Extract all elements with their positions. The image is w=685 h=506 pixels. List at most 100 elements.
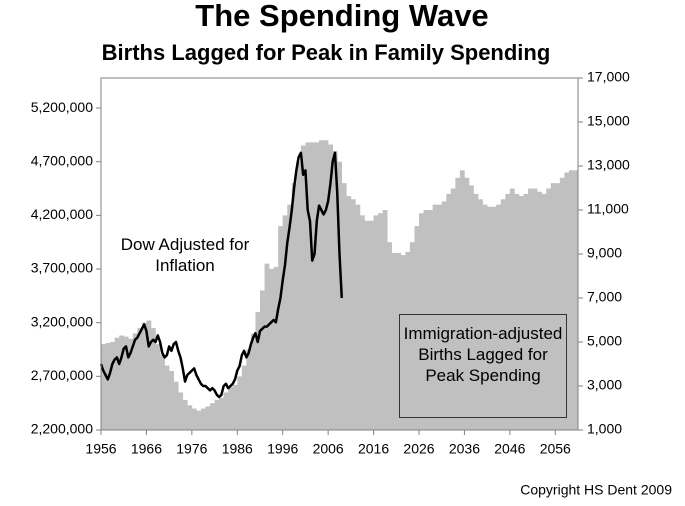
bar — [441, 201, 447, 430]
bar — [178, 392, 184, 430]
bar — [110, 342, 115, 430]
bar — [446, 193, 452, 430]
bar — [555, 183, 561, 430]
bar — [164, 365, 170, 430]
bar — [328, 144, 333, 430]
x-tick-label: 1976 — [176, 441, 207, 457]
bar — [114, 337, 120, 430]
bar — [205, 406, 211, 430]
x-tick-label: 1956 — [85, 441, 116, 457]
bar — [309, 142, 315, 430]
bar — [350, 199, 356, 430]
bar — [300, 145, 306, 431]
bar — [523, 193, 529, 430]
y2-tick-label: 9,000 — [587, 245, 622, 261]
bar — [246, 349, 252, 430]
bar — [546, 188, 552, 430]
x-tick-label: 2046 — [494, 441, 525, 457]
bar — [305, 142, 311, 430]
dow-line — [99, 151, 344, 399]
bar — [541, 193, 547, 430]
bar — [160, 354, 165, 430]
y-tick-label: 5,200,000 — [31, 99, 93, 115]
bar — [182, 399, 188, 430]
annotation: Dow Adjusted for Inflation — [120, 235, 250, 275]
x-tick-label: 2006 — [313, 441, 344, 457]
bar — [128, 338, 134, 430]
bar — [291, 183, 297, 430]
x-tick-label: 1986 — [222, 441, 253, 457]
bar — [341, 183, 347, 430]
bar — [464, 177, 470, 430]
bar — [528, 188, 533, 430]
bar — [459, 170, 465, 431]
bar — [255, 311, 261, 430]
bar — [228, 387, 234, 430]
bar — [155, 344, 161, 430]
bar — [537, 191, 542, 430]
bar — [532, 188, 538, 430]
y-tick-label: 2,200,000 — [31, 421, 93, 437]
bar — [250, 333, 256, 430]
bar — [559, 177, 565, 430]
x-tick-label: 2016 — [358, 441, 389, 457]
y2-tick-label: 1,000 — [587, 421, 622, 437]
bar — [223, 392, 229, 430]
bar — [364, 220, 370, 430]
bar — [210, 403, 215, 430]
y2-tick-label: 5,000 — [587, 333, 622, 349]
y2-tick-label: 15,000 — [587, 113, 630, 129]
bar — [132, 333, 138, 430]
bar — [496, 204, 502, 430]
chart-subtitle: Births Lagged for Peak in Family Spendin… — [102, 40, 551, 65]
bar — [282, 215, 288, 430]
bar — [119, 335, 125, 430]
x-tick-label: 1996 — [267, 441, 298, 457]
bar — [487, 206, 492, 430]
bar — [296, 161, 302, 430]
bar — [123, 336, 129, 430]
bar — [323, 140, 329, 430]
bar — [378, 213, 383, 430]
bar — [319, 140, 324, 430]
bar — [346, 196, 352, 430]
y-tick-label: 3,200,000 — [31, 313, 93, 329]
bar — [419, 213, 424, 430]
bar — [337, 161, 343, 430]
bar — [373, 215, 379, 430]
y-tick-label: 2,700,000 — [31, 367, 93, 383]
bar — [219, 397, 224, 430]
bar — [468, 185, 474, 430]
bar — [105, 343, 111, 430]
bar — [196, 410, 202, 430]
x-tick-label: 2036 — [449, 441, 480, 457]
y2-tick-label: 13,000 — [587, 157, 630, 173]
bar — [287, 204, 293, 430]
bar — [359, 215, 365, 430]
bar — [568, 170, 574, 431]
bar — [482, 204, 488, 430]
bar — [437, 204, 443, 430]
bar — [137, 328, 143, 430]
y2-tick-label: 11,000 — [587, 201, 629, 217]
bar — [141, 322, 147, 430]
bar — [455, 177, 461, 430]
bar — [355, 204, 361, 430]
y2-tick-label: 7,000 — [587, 289, 622, 305]
bar — [314, 142, 320, 430]
bar — [200, 408, 206, 430]
bar — [369, 220, 374, 430]
bar — [573, 170, 579, 431]
bar — [391, 252, 397, 430]
y-tick-label: 3,700,000 — [31, 260, 93, 276]
y-tick-label: 4,200,000 — [31, 206, 93, 222]
copyright: Copyright HS Dent 2009 — [520, 482, 672, 498]
bar — [269, 269, 274, 430]
bar — [396, 252, 402, 430]
x-tick-label: 2026 — [403, 441, 434, 457]
bar — [414, 226, 420, 430]
bar — [387, 242, 393, 430]
bar — [423, 210, 429, 430]
bar — [473, 193, 479, 430]
